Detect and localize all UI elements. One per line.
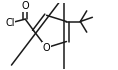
Text: Cl: Cl xyxy=(5,18,15,28)
Text: O: O xyxy=(21,1,29,11)
Text: O: O xyxy=(43,43,50,53)
